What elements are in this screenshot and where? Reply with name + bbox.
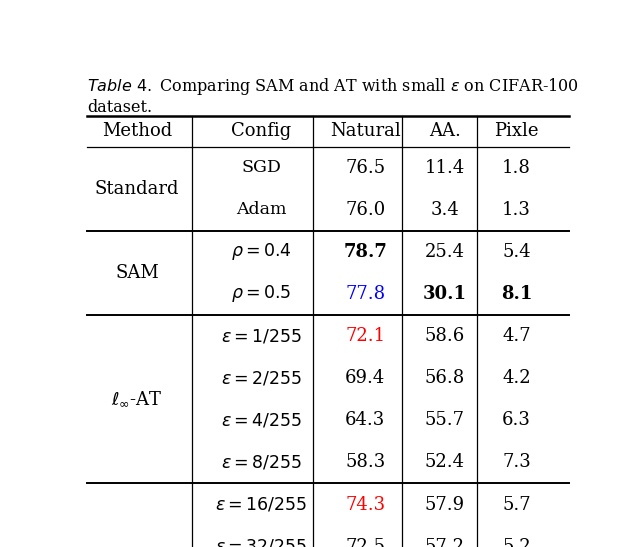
Text: 57.2: 57.2 — [424, 538, 465, 547]
Text: 57.9: 57.9 — [424, 496, 465, 514]
Text: 30.1: 30.1 — [422, 285, 467, 303]
Text: 1.3: 1.3 — [502, 201, 531, 219]
Text: Method: Method — [102, 123, 172, 141]
Text: $\epsilon = 8/255$: $\epsilon = 8/255$ — [221, 453, 301, 472]
Text: $\epsilon = 2/255$: $\epsilon = 2/255$ — [221, 369, 301, 387]
Text: 7.3: 7.3 — [502, 453, 531, 472]
Text: 56.8: 56.8 — [424, 369, 465, 387]
Text: dataset.: dataset. — [88, 100, 152, 117]
Text: $\rho = 0.5$: $\rho = 0.5$ — [231, 283, 291, 305]
Text: AA.: AA. — [429, 123, 461, 141]
Text: $\epsilon = 16/255$: $\epsilon = 16/255$ — [215, 496, 307, 514]
Text: 5.7: 5.7 — [502, 496, 531, 514]
Text: 5.2: 5.2 — [502, 538, 531, 547]
Text: 1.8: 1.8 — [502, 159, 531, 177]
Text: 52.4: 52.4 — [424, 453, 465, 472]
Text: 64.3: 64.3 — [345, 411, 385, 429]
Text: 72.1: 72.1 — [345, 327, 385, 345]
Text: $\rho = 0.4$: $\rho = 0.4$ — [230, 241, 291, 263]
Text: SAM: SAM — [115, 264, 159, 282]
Text: $\epsilon = 4/255$: $\epsilon = 4/255$ — [221, 411, 301, 429]
Text: 76.0: 76.0 — [345, 201, 385, 219]
Text: 3.4: 3.4 — [430, 201, 459, 219]
Text: 5.4: 5.4 — [502, 243, 531, 261]
Text: $\ell_{\infty}$-AT: $\ell_{\infty}$-AT — [111, 390, 163, 409]
Text: 58.6: 58.6 — [424, 327, 465, 345]
Text: 77.8: 77.8 — [345, 285, 385, 303]
Text: 25.4: 25.4 — [424, 243, 465, 261]
Text: 72.5: 72.5 — [345, 538, 385, 547]
Text: $\epsilon = 32/255$: $\epsilon = 32/255$ — [215, 538, 307, 547]
Text: Pixle: Pixle — [494, 123, 539, 141]
Text: $\epsilon = 1/255$: $\epsilon = 1/255$ — [221, 327, 301, 345]
Text: 8.1: 8.1 — [500, 285, 532, 303]
Text: 78.7: 78.7 — [343, 243, 387, 261]
Text: 55.7: 55.7 — [424, 411, 465, 429]
Text: 58.3: 58.3 — [345, 453, 385, 472]
Text: 11.4: 11.4 — [424, 159, 465, 177]
Text: Config: Config — [231, 123, 291, 141]
Text: Adam: Adam — [236, 201, 286, 218]
Text: 74.3: 74.3 — [345, 496, 385, 514]
Text: SGD: SGD — [241, 159, 281, 176]
Text: 4.2: 4.2 — [502, 369, 531, 387]
Text: 69.4: 69.4 — [345, 369, 385, 387]
Text: $\it{Table}$ $\it{4.}$ Comparing SAM and AT with small $\epsilon$ on CIFAR-100: $\it{Table}$ $\it{4.}$ Comparing SAM and… — [88, 76, 579, 97]
Text: 4.7: 4.7 — [502, 327, 531, 345]
Text: 76.5: 76.5 — [345, 159, 385, 177]
Text: Natural: Natural — [330, 123, 401, 141]
Text: 6.3: 6.3 — [502, 411, 531, 429]
Text: Standard: Standard — [95, 179, 179, 197]
